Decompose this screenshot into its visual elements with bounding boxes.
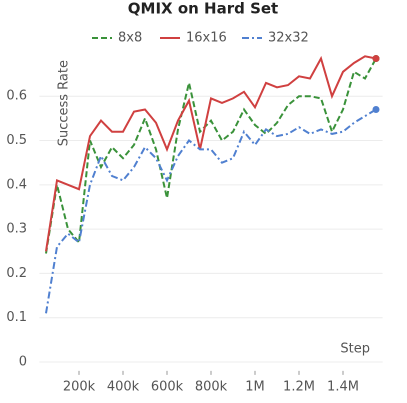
chart-title: QMIX on Hard Set [128, 0, 278, 18]
x-tick-label: 400k [107, 379, 140, 394]
y-tick-label: 0.2 [6, 266, 27, 281]
series-line [45, 108, 377, 314]
legend-label: 8x8 [118, 31, 142, 46]
x-tick-label: 800k [195, 379, 228, 394]
legend-label: 32x32 [268, 31, 309, 46]
y-tick-label: 0.1 [6, 310, 27, 325]
x-tick-label: 1.2M [283, 379, 315, 394]
end-marker [372, 55, 380, 63]
x-axis-label: Step [340, 342, 370, 357]
x-tick-label: 200k [63, 379, 96, 394]
legend-label: 16x16 [186, 31, 227, 46]
y-axis-label: Success Rate [57, 60, 72, 146]
y-tick-label: 0.3 [6, 222, 27, 237]
y-tick-label: 0.6 [6, 89, 27, 104]
y-tick-label: 0 [19, 355, 27, 370]
y-tick-label: 0.5 [6, 133, 27, 148]
x-tick-label: 1M [245, 379, 265, 394]
x-tick-label: 1.4M [327, 379, 359, 394]
end-marker [372, 105, 380, 113]
y-tick-label: 0.4 [6, 177, 27, 192]
x-tick-label: 600k [151, 379, 184, 394]
series-line [45, 58, 377, 254]
series-line [45, 55, 377, 252]
